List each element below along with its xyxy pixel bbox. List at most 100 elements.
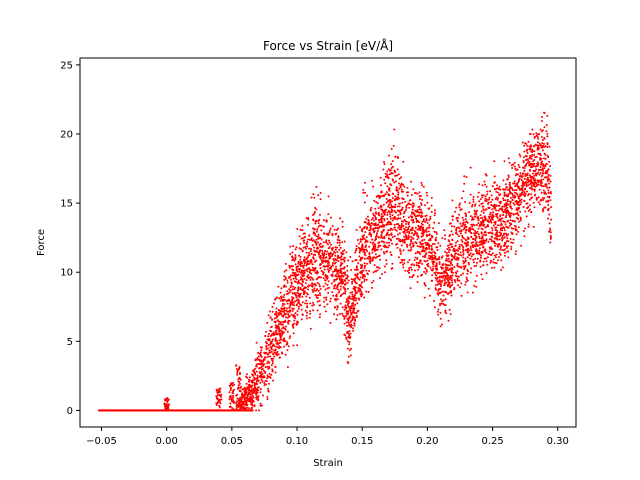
data-point — [433, 214, 436, 217]
data-point — [433, 221, 436, 224]
data-point — [407, 237, 409, 240]
data-point — [435, 274, 438, 277]
data-point — [301, 274, 304, 277]
data-point — [358, 242, 361, 245]
data-point — [416, 258, 419, 260]
data-point — [476, 261, 478, 264]
data-point — [490, 254, 493, 256]
data-point — [303, 269, 306, 272]
data-point — [508, 181, 511, 184]
data-point — [526, 176, 529, 179]
data-point — [320, 269, 323, 272]
data-point — [411, 263, 414, 266]
data-point — [527, 184, 530, 187]
data-point — [281, 327, 284, 330]
data-point — [403, 262, 406, 265]
data-point — [475, 213, 478, 216]
data-point — [292, 344, 295, 347]
data-point — [462, 253, 465, 256]
data-point — [518, 177, 521, 180]
data-point — [305, 299, 308, 302]
data-point — [314, 250, 317, 253]
data-point — [479, 198, 482, 201]
data-point — [523, 235, 526, 238]
data-point — [303, 290, 306, 293]
data-point — [395, 211, 397, 214]
data-point — [343, 308, 346, 311]
data-point — [359, 276, 362, 279]
data-point — [355, 228, 358, 231]
data-point — [550, 218, 553, 221]
data-point — [379, 205, 382, 208]
data-point — [237, 405, 240, 408]
data-point — [432, 250, 435, 253]
data-point — [529, 187, 532, 190]
data-point — [399, 252, 402, 255]
data-point — [286, 279, 289, 282]
data-point — [433, 230, 436, 233]
data-point — [292, 322, 295, 325]
data-point — [289, 265, 292, 268]
data-point — [310, 196, 313, 199]
data-point — [465, 245, 468, 248]
data-point — [494, 254, 496, 257]
data-point — [401, 220, 403, 223]
data-point — [523, 195, 526, 198]
data-point — [255, 341, 258, 344]
data-point — [529, 198, 531, 201]
data-point — [457, 275, 460, 278]
data-point — [283, 284, 286, 287]
data-point — [395, 180, 397, 183]
data-point — [498, 243, 501, 245]
data-point — [341, 278, 344, 281]
data-point — [376, 269, 379, 272]
data-point — [539, 172, 542, 174]
data-point — [256, 374, 259, 377]
data-point — [501, 217, 504, 220]
data-point — [530, 157, 533, 160]
data-point — [352, 305, 355, 308]
data-point — [266, 347, 269, 350]
data-point — [501, 238, 504, 241]
data-point — [253, 387, 256, 390]
data-point — [324, 274, 327, 276]
data-point — [348, 343, 351, 346]
data-point — [398, 202, 400, 205]
data-point — [250, 407, 253, 410]
data-point — [260, 378, 263, 381]
data-point — [280, 333, 283, 336]
data-point — [497, 209, 500, 212]
data-point — [538, 188, 541, 191]
data-point — [289, 245, 292, 248]
data-point — [296, 274, 299, 277]
data-point — [365, 236, 368, 239]
data-point — [518, 204, 521, 207]
data-point — [480, 241, 483, 244]
data-point — [391, 214, 394, 217]
data-point — [354, 251, 357, 254]
data-point — [509, 203, 512, 205]
data-point — [542, 185, 545, 188]
data-point — [298, 247, 301, 250]
data-point — [360, 265, 363, 268]
data-point — [460, 266, 463, 269]
data-point — [277, 353, 280, 356]
data-point — [302, 266, 305, 269]
data-point — [461, 225, 464, 228]
data-point — [296, 310, 299, 313]
data-point — [396, 168, 399, 171]
data-point — [329, 216, 332, 219]
data-point — [545, 200, 548, 203]
data-point — [340, 282, 343, 285]
data-point — [295, 266, 298, 269]
data-point — [264, 380, 267, 383]
data-point — [520, 184, 523, 187]
data-point — [297, 299, 300, 302]
data-point — [216, 394, 219, 397]
data-point — [494, 226, 497, 229]
data-point — [368, 232, 371, 235]
data-point — [349, 336, 352, 339]
data-point — [360, 248, 362, 251]
data-point — [449, 234, 452, 236]
data-point — [297, 286, 300, 289]
